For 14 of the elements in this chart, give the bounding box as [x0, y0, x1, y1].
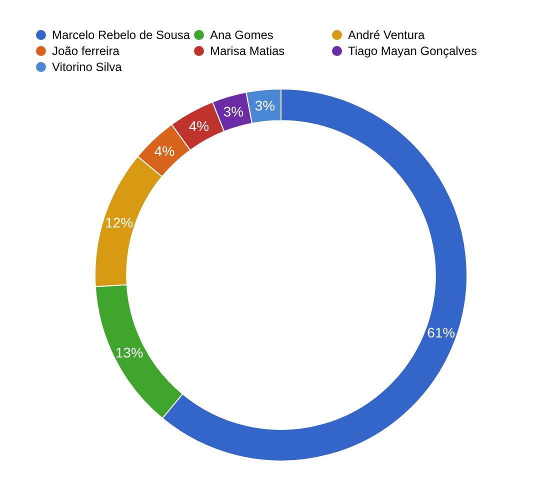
data-label: 12%: [105, 214, 134, 230]
legend-label: André Ventura: [348, 28, 425, 42]
legend-label: Vitorino Silva: [52, 60, 122, 74]
data-label: 61%: [427, 324, 456, 341]
data-label: 3%: [254, 98, 276, 114]
data-label: 13%: [115, 344, 144, 360]
data-label: 4%: [188, 118, 210, 134]
legend-label: Marisa Matias: [210, 44, 285, 58]
legend-label: Tiago Mayan Gonçalves: [348, 44, 477, 58]
legend-label: Ana Gomes: [210, 28, 274, 42]
legend-label: João ferreira: [52, 44, 120, 58]
data-label: 3%: [223, 104, 244, 120]
legend-label: Marcelo Rebelo de Sousa: [52, 28, 190, 42]
data-label: 4%: [154, 142, 175, 159]
